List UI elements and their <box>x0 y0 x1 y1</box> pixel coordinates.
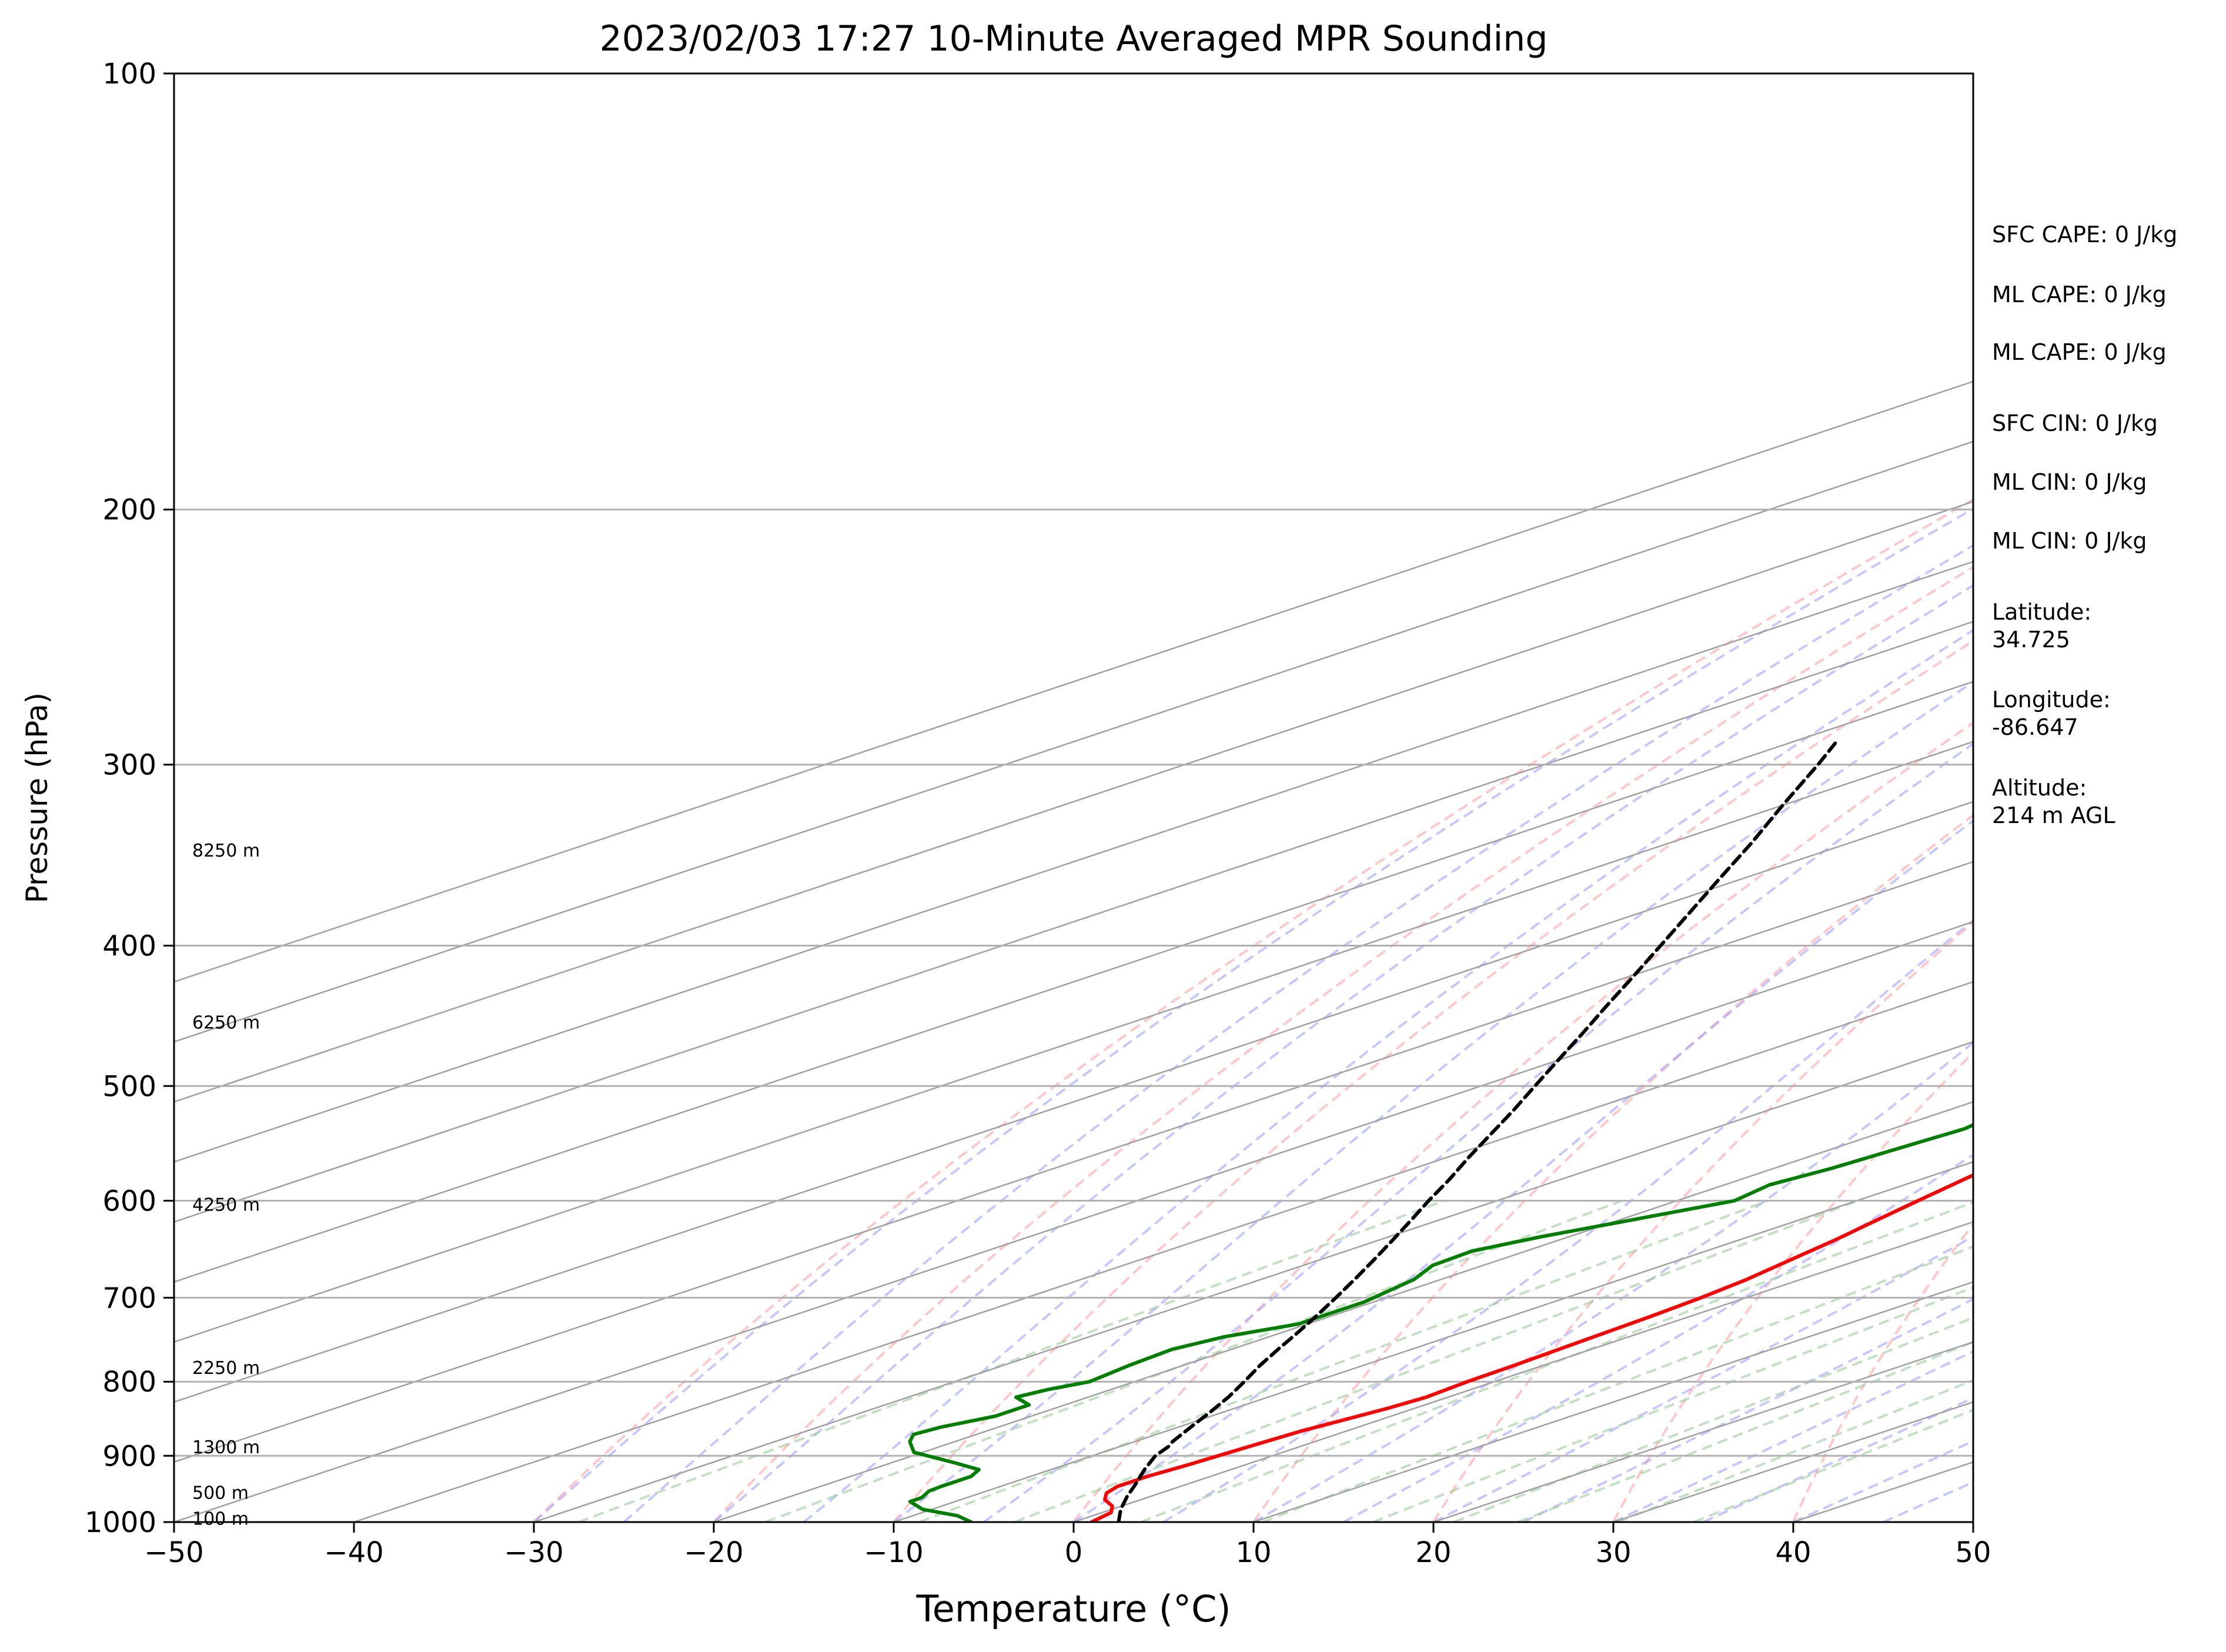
y-tick-label: 500 <box>102 1070 156 1103</box>
isotherm-line <box>174 500 1973 1103</box>
latitude-value: 34.725 <box>1992 627 2070 653</box>
y-tick-label: 100 <box>102 58 156 91</box>
isotherm-line <box>174 560 1973 1163</box>
isotherm-line <box>174 681 1973 1283</box>
mixing-ratio-line <box>1262 1245 1973 1522</box>
temperature-profile-line <box>1089 1173 1973 1522</box>
isotherm-line <box>174 741 1973 1343</box>
sfc-cape-text: SFC CAPE: 0 J/kg <box>1992 222 2178 248</box>
mixing-ratio-line <box>1453 1316 1973 1522</box>
height-labels: 8250 m 6250 m 4250 m 2250 m 1300 m 500 m 100 m <box>192 841 260 1530</box>
dry-adiabat-line <box>1072 721 1973 1522</box>
sfc-cin-text: SFC CIN: 0 J/kg <box>1992 410 2158 436</box>
x-tick-label: 20 <box>1415 1536 1451 1569</box>
mixing-ratio-line <box>1372 1286 1973 1522</box>
dry-adiabat-line <box>1612 1051 1973 1522</box>
y-tick-label: 700 <box>102 1282 156 1315</box>
x-tick-label: 10 <box>1235 1536 1271 1569</box>
y-axis: 1000 900 800 700 600 500 400 300 200 100 <box>85 58 174 1539</box>
x-tick-label: 0 <box>1065 1536 1083 1569</box>
x-tick-label: −20 <box>684 1536 743 1569</box>
y-tick-label: 800 <box>102 1366 156 1399</box>
height-label: 500 m <box>192 1483 249 1504</box>
y-axis-label: Pressure (hPa) <box>20 693 54 904</box>
height-label: 6250 m <box>192 1012 260 1033</box>
moist-adiabat-line <box>893 680 1973 1522</box>
x-axis-label: Temperature (°C) <box>915 1587 1231 1630</box>
y-tick-label: 600 <box>102 1185 156 1218</box>
x-tick-label: −30 <box>504 1536 563 1569</box>
altitude-value: 214 m AGL <box>1992 802 2115 828</box>
moist-adiabat-line <box>1433 1235 1973 1522</box>
dewpoint-profile-line <box>908 1123 1973 1522</box>
height-label: 100 m <box>192 1509 249 1530</box>
y-tick-label: 300 <box>102 749 156 782</box>
isotherm-line <box>893 1161 1973 1522</box>
isotherm-line <box>174 801 1973 1403</box>
x-tick-label: −40 <box>324 1536 383 1569</box>
series-lines <box>908 741 1973 1522</box>
parcel-profile-line <box>1117 741 1837 1522</box>
moist-adiabat-line <box>803 628 1973 1522</box>
isotherm-line <box>174 921 1973 1522</box>
background-lines <box>174 73 1973 1522</box>
height-label: 4250 m <box>192 1195 260 1215</box>
x-tick-label: 40 <box>1775 1536 1811 1569</box>
ml-cin-text-2: ML CIN: 0 J/kg <box>1992 528 2147 554</box>
x-tick-label: −50 <box>144 1536 203 1569</box>
height-label: 8250 m <box>192 841 260 861</box>
isotherm-line <box>174 380 1973 983</box>
chart-title: 2023/02/03 17:27 10-Minute Averaged MPR … <box>600 18 1548 59</box>
dry-adiabat-line <box>1432 921 1973 1522</box>
isotherm-line <box>353 981 1973 1522</box>
y-tick-label: 400 <box>102 929 156 962</box>
dry-adiabat-line <box>533 498 1973 1522</box>
mixing-ratio-line <box>1140 1200 1973 1522</box>
ml-cin-text: ML CIN: 0 J/kg <box>1992 469 2147 495</box>
moist-adiabat-line <box>713 584 1973 1522</box>
mixing-ratio-line <box>1518 1340 1973 1522</box>
x-axis: −50 −40 −30 −20 −10 0 10 20 30 40 50 <box>144 1522 1991 1569</box>
ml-cape-text: ML CAPE: 0 J/kg <box>1992 282 2167 307</box>
height-label: 1300 m <box>192 1437 260 1458</box>
height-label: 2250 m <box>192 1358 260 1379</box>
x-tick-label: 30 <box>1595 1536 1631 1569</box>
y-tick-label: 1000 <box>85 1506 156 1539</box>
longitude-value: -86.647 <box>1992 714 2078 740</box>
moist-adiabat-line <box>1613 1350 1973 1522</box>
moist-adiabat-line <box>1162 918 1973 1522</box>
isotherm-line <box>1073 1221 1973 1522</box>
altitude-label: Altitude: <box>1992 775 2087 801</box>
x-tick-label: −10 <box>864 1536 923 1569</box>
y-tick-label: 200 <box>102 494 156 527</box>
moist-adiabat-line <box>982 742 1973 1522</box>
isotherm-line <box>174 440 1973 1043</box>
x-tick-label: 50 <box>1955 1536 1991 1569</box>
isotherm-line <box>174 861 1973 1463</box>
moist-adiabat-line <box>1072 819 1973 1522</box>
ml-cape-text-2: ML CAPE: 0 J/kg <box>1992 339 2167 365</box>
moist-adiabat-line <box>1523 1297 1973 1522</box>
isotherm-line <box>174 621 1973 1223</box>
mixing-ratio-line <box>1693 1409 1973 1522</box>
y-tick-label: 900 <box>102 1440 156 1473</box>
moist-adiabat-line <box>623 544 1973 1522</box>
isotherm-line <box>533 1041 1973 1522</box>
mixing-ratio-line <box>1014 1199 1859 1522</box>
dry-adiabat-line <box>1252 814 1973 1522</box>
longitude-label: Longitude: <box>1992 687 2111 713</box>
latitude-label: Latitude: <box>1992 599 2092 625</box>
moist-adiabat-line <box>533 507 1973 1522</box>
isotherm-line <box>713 1101 1973 1522</box>
